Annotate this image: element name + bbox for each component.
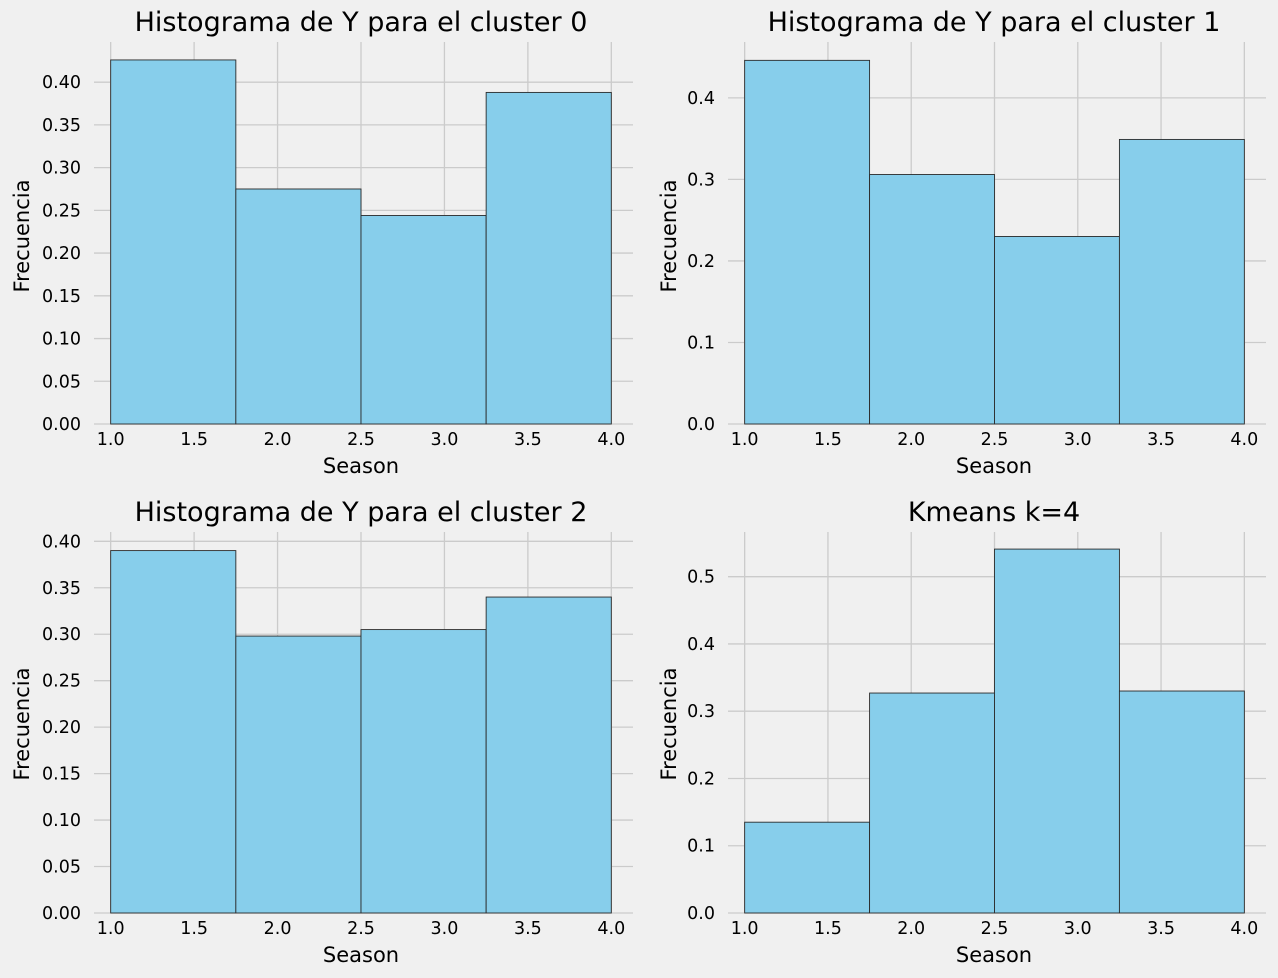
- x-tick-label: 4.0: [1230, 430, 1258, 450]
- y-tick-label: 0.30: [42, 159, 81, 179]
- subplot-cluster-1: Histograma de Y para el cluster 1 Season…: [657, 7, 1266, 478]
- y-tick-label: 0.00: [42, 904, 81, 924]
- y-tick-label: 0.10: [42, 811, 81, 831]
- plot-area: 1.0 1.5 2.0 2.5 3.0 3.5 4.0 0.00 0.05 0.10 0.15 0.2…: [42, 532, 633, 939]
- y-tick-label: 0.2: [687, 769, 715, 789]
- x-tick-label: 2.0: [264, 919, 292, 939]
- y-axis-label: Frecuencia: [657, 668, 681, 781]
- y-tick-label: 0.25: [42, 672, 81, 692]
- histogram-bar: [235, 188, 362, 425]
- y-tick-label: 0.5: [687, 568, 715, 588]
- x-axis-label: Season: [323, 454, 399, 478]
- histogram-bar: [744, 59, 871, 425]
- x-tick-label: 2.5: [347, 919, 375, 939]
- x-tick-label: 2.0: [897, 430, 925, 450]
- x-tick-label: 3.0: [1064, 919, 1092, 939]
- x-tick-label: 2.5: [347, 430, 375, 450]
- x-tick-label: 3.5: [1147, 430, 1175, 450]
- histogram-bar: [360, 629, 487, 914]
- y-tick-label: 0.1: [687, 333, 715, 353]
- x-tick-label: 4.0: [597, 919, 625, 939]
- y-tick-label: 0.0: [687, 904, 715, 924]
- histogram-bar: [994, 548, 1120, 914]
- y-tick-label: 0.15: [42, 287, 81, 307]
- x-tick-label: 1.0: [97, 919, 125, 939]
- y-tick-label: 0.25: [42, 201, 81, 221]
- y-tick-label: 0.40: [42, 532, 81, 552]
- y-tick-label: 0.3: [687, 702, 715, 722]
- histogram-bar: [1118, 138, 1245, 425]
- x-axis-label: Season: [956, 943, 1032, 967]
- y-tick-label: 0.2: [687, 252, 715, 272]
- histogram-bar: [1118, 690, 1245, 914]
- chart-title: Histograma de Y para el cluster 0: [135, 7, 588, 38]
- x-axis-label: Season: [323, 943, 399, 967]
- chart-title: Kmeans k=4: [908, 497, 1080, 528]
- x-tick-label: 2.5: [981, 919, 1009, 939]
- histogram-bar: [485, 91, 612, 425]
- x-tick-label: 1.0: [731, 430, 759, 450]
- y-tick-label: 0.00: [42, 415, 81, 435]
- y-tick-label: 0.20: [42, 244, 81, 264]
- histogram-bar: [485, 596, 612, 914]
- x-tick-label: 1.5: [180, 430, 208, 450]
- histogram-bar: [110, 550, 237, 914]
- x-tick-label: 1.5: [814, 430, 842, 450]
- y-tick-label: 0.05: [42, 858, 81, 878]
- y-tick-label: 0.3: [687, 170, 715, 190]
- y-tick-label: 0.35: [42, 116, 81, 136]
- x-tick-label: 4.0: [1230, 919, 1258, 939]
- histogram-bar: [235, 635, 362, 914]
- subplot-kmeans: Kmeans k=4 Season Frecuencia 1.0 1.5 2.0 2.…: [657, 497, 1266, 967]
- plot-area: 1.0 1.5 2.0 2.5 3.0 3.5 4.0 0.00 0.05 0.10 0.15 0.2…: [42, 42, 633, 450]
- chart-title: Histograma de Y para el cluster 2: [135, 497, 588, 528]
- x-tick-label: 1.0: [97, 430, 125, 450]
- x-tick-label: 2.0: [897, 919, 925, 939]
- y-tick-label: 0.15: [42, 765, 81, 785]
- y-tick-label: 0.1: [687, 837, 715, 857]
- y-axis-label: Frecuencia: [10, 668, 34, 781]
- subplot-cluster-2: Histograma de Y para el cluster 2 Season…: [10, 497, 633, 967]
- y-tick-label: 0.10: [42, 330, 81, 350]
- x-tick-label: 1.0: [731, 919, 759, 939]
- x-axis-label: Season: [956, 454, 1032, 478]
- x-tick-label: 1.5: [814, 919, 842, 939]
- y-tick-label: 0.35: [42, 579, 81, 599]
- y-tick-label: 0.40: [42, 73, 81, 93]
- histogram-bar: [869, 692, 995, 914]
- histogram-bar: [110, 59, 237, 425]
- histogram-bar: [869, 174, 995, 425]
- x-tick-label: 3.0: [431, 430, 459, 450]
- x-tick-label: 3.0: [431, 919, 459, 939]
- y-tick-label: 0.4: [687, 89, 715, 109]
- histogram-bar: [994, 236, 1120, 425]
- plot-area: 1.0 1.5 2.0 2.5 3.0 3.5 4.0 0.0 0.1 0.2 0.3 0.4: [687, 42, 1266, 450]
- subplot-cluster-0: Histograma de Y para el cluster 0 Season…: [10, 7, 633, 478]
- x-tick-label: 1.5: [180, 919, 208, 939]
- y-tick-label: 0.30: [42, 625, 81, 645]
- plot-area: 1.0 1.5 2.0 2.5 3.0 3.5 4.0 0.0 0.1 0.2 0.3 0.4 0.5: [687, 532, 1266, 939]
- y-tick-label: 0.05: [42, 372, 81, 392]
- x-tick-label: 3.0: [1064, 430, 1092, 450]
- x-tick-label: 3.5: [514, 919, 542, 939]
- y-tick-label: 0.20: [42, 718, 81, 738]
- x-tick-label: 2.0: [264, 430, 292, 450]
- x-tick-label: 2.5: [981, 430, 1009, 450]
- histogram-bar: [744, 821, 871, 914]
- histogram-bar: [360, 215, 487, 425]
- y-tick-label: 0.4: [687, 635, 715, 655]
- y-tick-label: 0.0: [687, 415, 715, 435]
- x-tick-label: 4.0: [597, 430, 625, 450]
- x-tick-label: 3.5: [1147, 919, 1175, 939]
- x-tick-label: 3.5: [514, 430, 542, 450]
- y-axis-label: Frecuencia: [10, 180, 34, 293]
- y-axis-label: Frecuencia: [657, 180, 681, 293]
- chart-title: Histograma de Y para el cluster 1: [768, 7, 1221, 38]
